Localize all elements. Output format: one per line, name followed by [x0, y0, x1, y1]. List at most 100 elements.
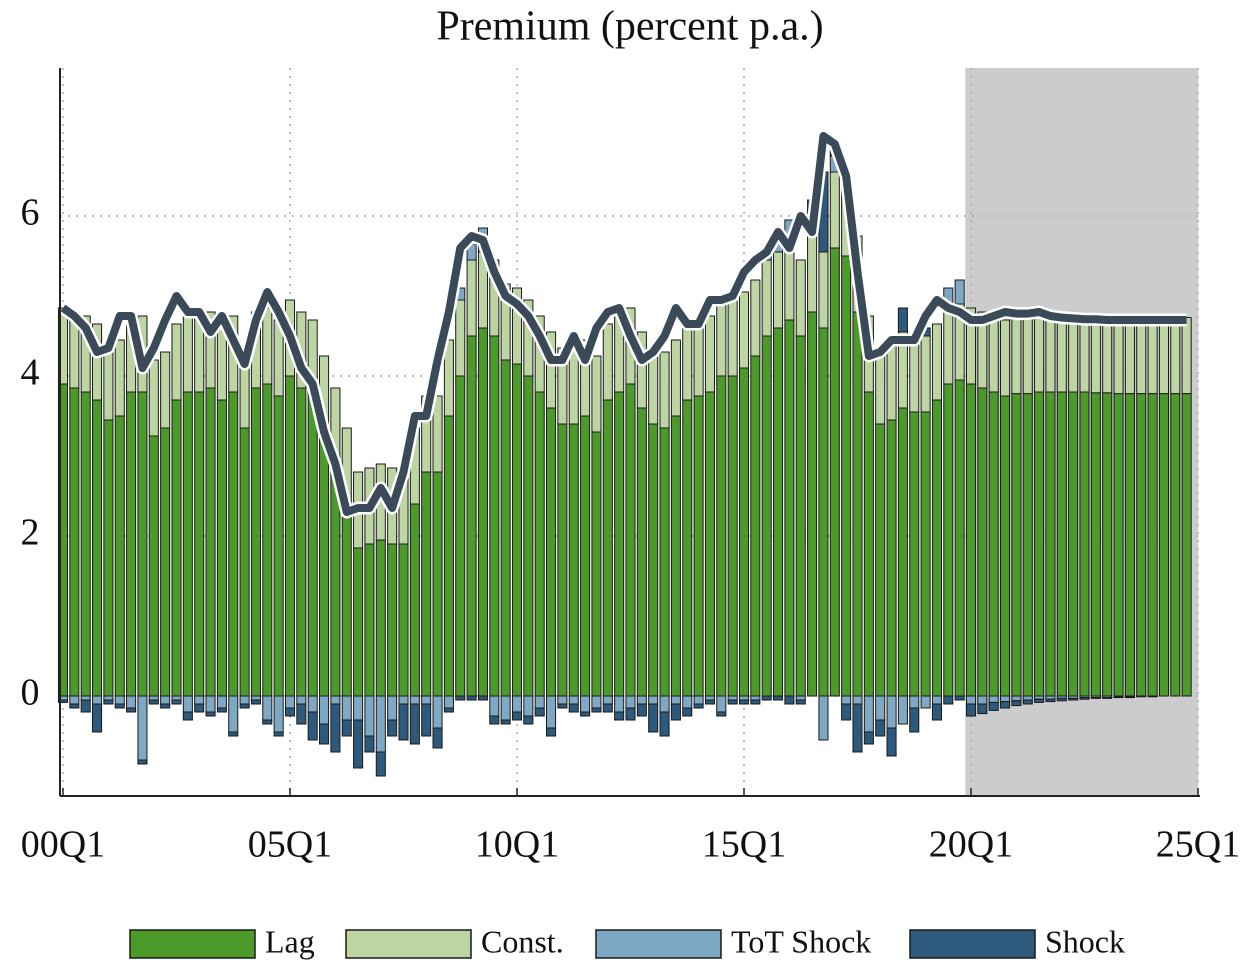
bar-segment	[818, 695, 829, 741]
bar-segment	[421, 471, 432, 697]
bar-segment	[148, 435, 159, 697]
bar-segment	[636, 695, 647, 705]
bar-segment	[682, 707, 693, 717]
bar-segment	[773, 695, 784, 701]
bar-segment	[897, 695, 908, 725]
bar-segment	[466, 695, 477, 701]
bar-segment	[1113, 696, 1124, 699]
bar-segment	[364, 735, 375, 753]
bar-segment	[1102, 697, 1113, 699]
bar-segment	[511, 287, 523, 365]
bar-segment	[432, 471, 443, 697]
bar-segment	[546, 727, 557, 737]
bar-segment	[284, 707, 296, 717]
bar-segment	[296, 703, 307, 725]
bar-segment	[659, 351, 670, 429]
bar-segment	[216, 707, 227, 713]
bar-segment	[875, 423, 886, 697]
bar-segment	[500, 359, 511, 697]
bar-segment	[761, 695, 772, 701]
bar-segment	[387, 695, 398, 721]
bar-segment	[1056, 315, 1067, 393]
bar-segment	[863, 731, 874, 745]
bar-segment	[284, 375, 296, 697]
bar-segment	[239, 703, 250, 709]
bar-segment	[1011, 695, 1022, 702]
bar-segment	[852, 695, 863, 705]
bar-segment	[1045, 315, 1056, 393]
bar-segment	[148, 699, 159, 705]
bar-segment	[455, 695, 466, 701]
bar-segment	[670, 703, 681, 721]
bar-segment	[511, 711, 523, 721]
bar-segment	[466, 335, 477, 697]
bar-segment	[330, 695, 341, 705]
legend-label: Const.	[481, 923, 564, 959]
bar-segment	[1022, 393, 1033, 697]
bar-segment	[1022, 317, 1033, 395]
bar-segment	[659, 711, 670, 737]
bar-segment	[69, 387, 80, 697]
x-tick-label: 15Q1	[702, 824, 786, 866]
bar-segment	[1113, 393, 1124, 697]
bar-segment	[239, 427, 250, 697]
bar-segment	[273, 695, 284, 733]
bar-segment	[262, 383, 273, 697]
legend-label: Lag	[265, 923, 315, 959]
bar-segment	[738, 291, 750, 369]
bar-segment	[341, 695, 352, 721]
x-tick-label: 10Q1	[475, 824, 559, 866]
x-tick-label: 20Q1	[929, 824, 1013, 866]
bar-segment	[375, 539, 386, 697]
bar-segment	[977, 703, 988, 715]
bar-segment	[716, 299, 727, 377]
bar-segment	[738, 699, 750, 705]
bar-segment	[580, 415, 591, 697]
bar-segment	[818, 251, 829, 329]
bar-segment	[534, 695, 545, 709]
bar-segment	[716, 711, 727, 717]
bar-segment	[137, 391, 148, 697]
bar-segment	[1056, 697, 1067, 702]
bar-segment	[897, 407, 908, 697]
bar-segment	[591, 431, 602, 697]
bar-segment	[625, 383, 636, 697]
bar-segment	[863, 695, 874, 733]
bar-segment	[421, 703, 432, 737]
bar-segment	[307, 395, 318, 697]
bar-segment	[841, 695, 852, 705]
bar-segment	[727, 695, 738, 701]
bar-segment	[1068, 697, 1079, 701]
bar-segment	[1090, 697, 1101, 699]
bar-segment	[795, 335, 806, 697]
bar-segment	[943, 307, 954, 385]
bar-segment	[1079, 697, 1090, 700]
bar-segment	[387, 543, 398, 697]
bar-segment	[228, 695, 239, 733]
legend-swatch	[345, 929, 472, 959]
y-tick-label: 2	[21, 512, 40, 554]
bar-segment	[92, 695, 103, 705]
bar-segment	[931, 323, 942, 401]
bar-segment	[591, 355, 602, 433]
bar-segment	[682, 399, 693, 697]
bar-segment	[421, 695, 432, 705]
y-tick-label: 0	[21, 672, 40, 714]
bar-segment	[875, 695, 886, 721]
bar-segment	[194, 703, 205, 713]
bar-segment	[943, 695, 954, 705]
bar-segment	[194, 391, 205, 697]
x-tick-label: 05Q1	[248, 824, 332, 866]
bar-segment	[273, 395, 284, 697]
bar-segment	[69, 703, 80, 709]
bar-segment	[580, 695, 591, 713]
bar-segment	[523, 715, 534, 725]
bar-segment	[284, 695, 296, 709]
bar-segment	[716, 695, 727, 713]
bar-segment	[614, 711, 625, 721]
bar-segment	[262, 719, 273, 725]
bar-segment	[954, 695, 965, 701]
bar-segment	[954, 279, 965, 305]
bar-segment	[319, 723, 330, 745]
total-line	[60, 132, 1187, 516]
